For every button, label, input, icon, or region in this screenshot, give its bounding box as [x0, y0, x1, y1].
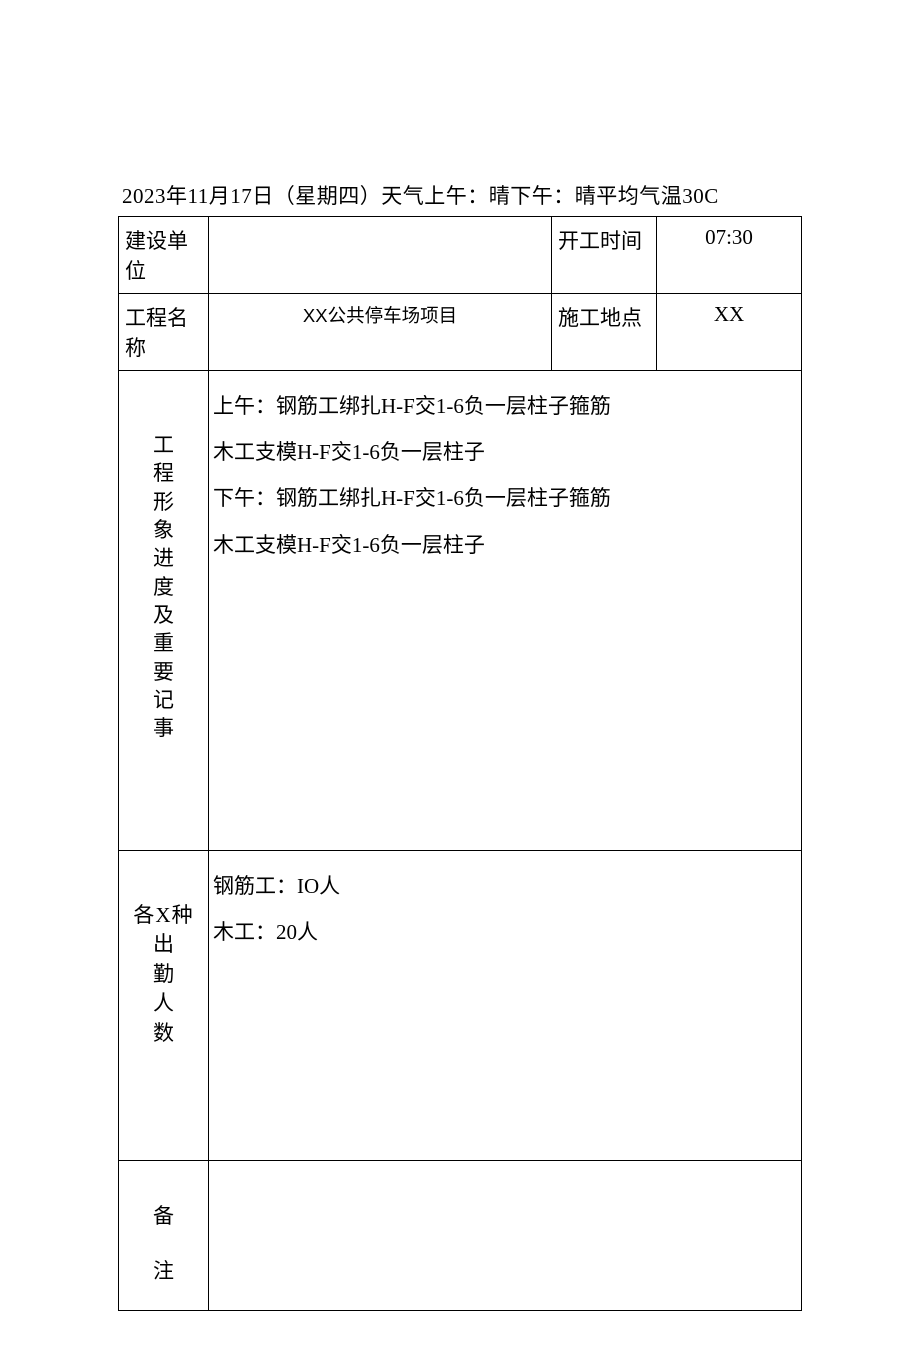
notes-row: 备 注 — [119, 1161, 802, 1311]
progress-line: 木工支模H-F交1-6负一层柱子 — [213, 429, 797, 475]
progress-line: 木工支模H-F交1-6负一层柱子 — [213, 522, 797, 568]
attendance-line: 木工：20人 — [213, 909, 797, 955]
label-notes: 备 注 — [119, 1161, 209, 1311]
label-construction-unit: 建设单位 — [119, 217, 209, 294]
header-line: 2023年11月17日（星期四）天气上午：晴下午：晴平均气温30C — [122, 180, 802, 210]
progress-row: 工 程 形 象 进 度 及 重 要 记 事 上午：钢筋工绑扎H-F交1-6负一层… — [119, 371, 802, 851]
progress-line: 上午：钢筋工绑扎H-F交1-6负一层柱子箍筋 — [213, 383, 797, 429]
label-start-time: 开工时间 — [552, 217, 657, 294]
progress-content: 上午：钢筋工绑扎H-F交1-6负一层柱子箍筋 木工支模H-F交1-6负一层柱子 … — [209, 371, 802, 851]
attendance-row: 各X种 出 勤 人 数 钢筋工：IO人 木工：20人 — [119, 851, 802, 1161]
value-project-name: XX公共停车场项目 — [209, 294, 552, 371]
value-site: XX — [657, 294, 802, 371]
value-start-time: 07:30 — [657, 217, 802, 294]
progress-line: 下午：钢筋工绑扎H-F交1-6负一层柱子箍筋 — [213, 475, 797, 521]
label-project-name: 工程名称 — [119, 294, 209, 371]
label-progress: 工 程 形 象 进 度 及 重 要 记 事 — [119, 371, 209, 851]
meta-row-1: 建设单位 开工时间 07:30 — [119, 217, 802, 294]
notes-content — [209, 1161, 802, 1311]
project-name-text: XX公共停车场项目 — [303, 305, 457, 326]
label-attendance: 各X种 出 勤 人 数 — [119, 851, 209, 1161]
label-site: 施工地点 — [552, 294, 657, 371]
value-construction-unit — [209, 217, 552, 294]
meta-row-2: 工程名称 XX公共停车场项目 施工地点 XX — [119, 294, 802, 371]
log-table: 建设单位 开工时间 07:30 工程名称 XX公共停车场项目 施工地点 XX 工… — [118, 216, 802, 1311]
attendance-content: 钢筋工：IO人 木工：20人 — [209, 851, 802, 1161]
attendance-line: 钢筋工：IO人 — [213, 863, 797, 909]
